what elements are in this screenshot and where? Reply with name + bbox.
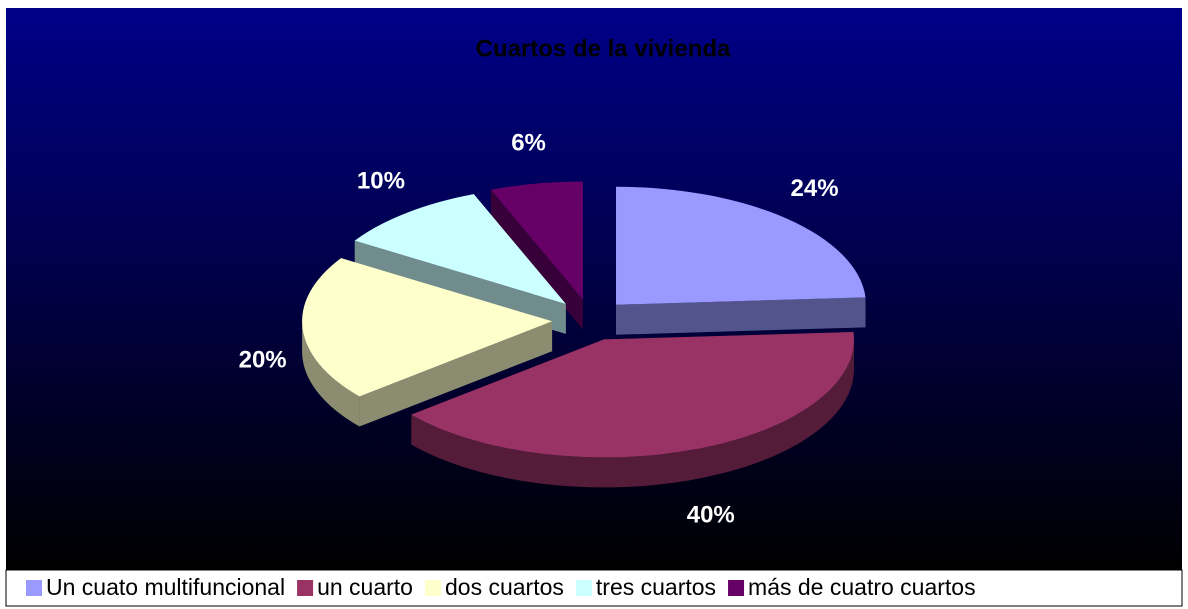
- slice: [411, 332, 854, 458]
- slice: [354, 194, 566, 304]
- slice: [302, 258, 553, 397]
- data-label: 10%: [357, 167, 405, 194]
- legend-swatch: [297, 580, 314, 596]
- legend-label: más de cuatro cuartos: [748, 574, 976, 600]
- legend-swatch: [424, 580, 441, 596]
- chart-title: Cuartos de la vivienda: [476, 35, 731, 62]
- slice-wall: [411, 339, 854, 488]
- slice-side: [359, 321, 553, 427]
- legend-label: un cuarto: [317, 574, 413, 600]
- legend-background: [5, 569, 1183, 607]
- slice: [490, 181, 583, 300]
- slice-side: [616, 297, 866, 335]
- data-label: 6%: [511, 130, 546, 157]
- legend-swatch: [26, 580, 42, 596]
- slice: [616, 186, 866, 305]
- legend-label: dos cuartos: [445, 574, 564, 600]
- legend-label: tres cuartos: [596, 574, 716, 600]
- slice-side: [490, 189, 583, 330]
- legend-label: Un cuato multifuncional: [46, 574, 285, 600]
- slice-wall: [302, 321, 360, 427]
- data-label: 24%: [791, 175, 839, 202]
- legend-swatch: [728, 580, 745, 596]
- data-label: 40%: [687, 502, 735, 529]
- legend-swatch: [575, 580, 592, 596]
- data-label: 20%: [239, 347, 287, 374]
